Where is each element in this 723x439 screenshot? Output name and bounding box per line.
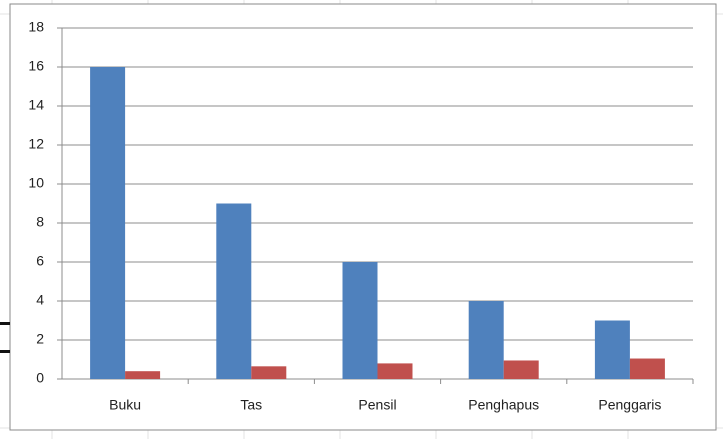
bar [125,371,161,379]
y-tick-label: 8 [36,214,44,230]
x-tick-label: Penghapus [468,397,539,413]
bar [629,358,665,379]
bar [377,363,413,379]
y-tick-label: 16 [28,58,44,74]
bar [468,301,504,379]
x-tick-label: Penggaris [598,397,661,413]
x-tick-label: Pensil [358,397,396,413]
y-tick-label: 18 [28,19,44,35]
y-tick-label: 14 [28,97,44,113]
x-tick-label: Buku [109,397,141,413]
sheet-marker [0,350,10,353]
y-tick-label: 2 [36,331,44,347]
sheet-marker [0,322,10,325]
bar [216,203,252,379]
bar [342,262,378,379]
x-tick-label: Tas [240,397,262,413]
y-tick-label: 6 [36,253,44,269]
bar [503,360,539,379]
bar [90,67,126,379]
y-tick-label: 0 [36,370,44,386]
bar [251,366,287,379]
y-tick-label: 12 [28,136,44,152]
y-tick-label: 10 [28,175,44,191]
bar [594,320,630,379]
y-tick-label: 4 [36,292,44,308]
